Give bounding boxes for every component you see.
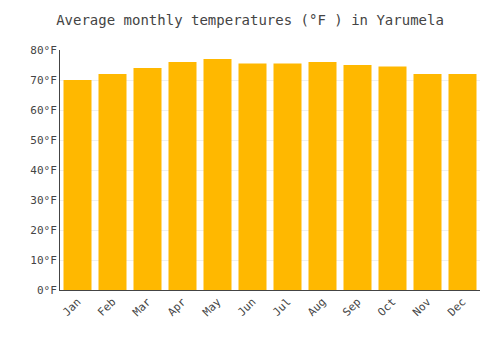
svg-text:80°F: 80°F: [30, 44, 57, 57]
svg-text:Average monthly temperatures (: Average monthly temperatures (°F ) in Ya…: [56, 12, 444, 28]
svg-text:Sep: Sep: [340, 296, 363, 319]
svg-text:50°F: 50°F: [30, 134, 57, 147]
svg-text:Mar: Mar: [130, 295, 154, 319]
svg-text:60°F: 60°F: [30, 104, 57, 117]
svg-text:Jun: Jun: [235, 296, 258, 319]
svg-text:30°F: 30°F: [30, 194, 57, 207]
svg-text:Aug: Aug: [305, 296, 328, 319]
svg-text:Jul: Jul: [270, 296, 293, 319]
svg-text:Dec: Dec: [445, 296, 468, 319]
svg-text:0°F: 0°F: [37, 284, 57, 297]
svg-text:Oct: Oct: [375, 296, 398, 319]
svg-text:Nov: Nov: [410, 295, 434, 319]
svg-text:20°F: 20°F: [30, 224, 57, 237]
svg-text:10°F: 10°F: [30, 254, 57, 267]
svg-text:Feb: Feb: [95, 296, 118, 319]
svg-text:70°F: 70°F: [30, 74, 57, 87]
svg-text:Apr: Apr: [165, 295, 189, 319]
svg-text:May: May: [200, 295, 224, 319]
svg-text:Jan: Jan: [60, 296, 83, 319]
svg-text:40°F: 40°F: [30, 164, 57, 177]
